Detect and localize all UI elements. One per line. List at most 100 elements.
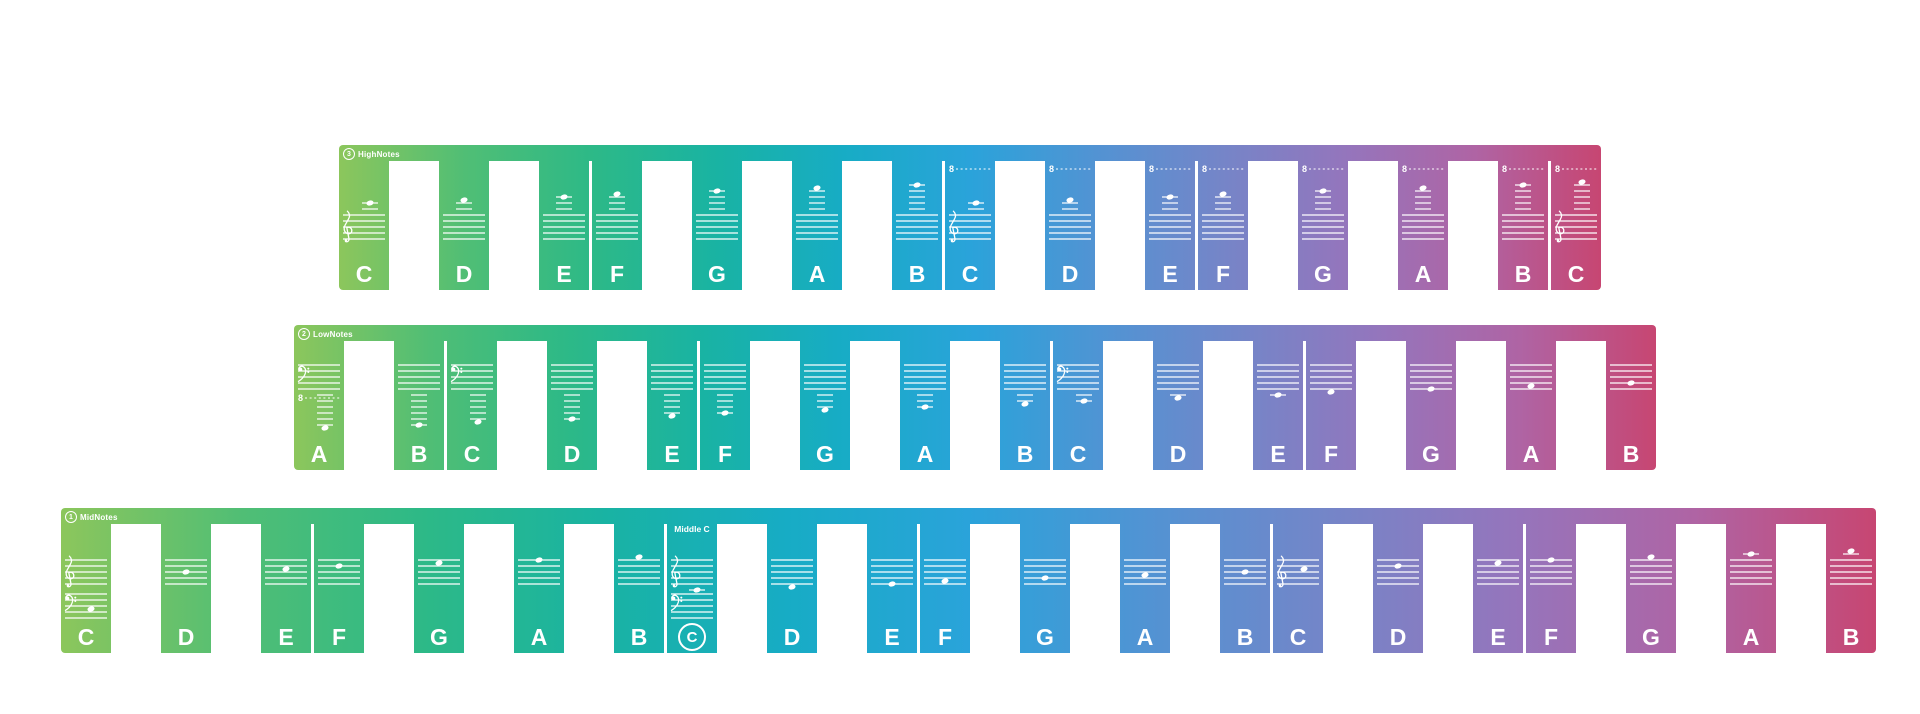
note-head (182, 569, 190, 575)
badge-label: HighNotes (358, 149, 400, 159)
key-sticker-D: D (547, 341, 597, 470)
black-key-gap (589, 161, 592, 290)
key-sticker-F: F (592, 161, 642, 290)
note-head (1578, 179, 1586, 185)
note-head (1219, 191, 1227, 197)
staff-notation-icon (651, 364, 693, 419)
ottava-8vb-mark: 8 (298, 393, 303, 403)
note-head (1394, 563, 1402, 569)
key-sticker-F: F (1306, 341, 1356, 470)
treble-clef-icon (1555, 210, 1565, 243)
staff-notation-icon (1257, 364, 1299, 398)
note-letter: C (463, 441, 481, 467)
staff-notation-icon (1730, 551, 1772, 585)
note-head (1080, 398, 1088, 404)
note-head (1494, 560, 1502, 566)
note-head (1319, 188, 1327, 194)
note-letter: B (1016, 441, 1034, 467)
note-head (721, 410, 729, 416)
ottava-8va-mark: 8 (1202, 164, 1207, 174)
staff-notation-icon (871, 559, 913, 587)
black-key-gap (742, 161, 792, 290)
note-head (1066, 197, 1074, 203)
staff-notation-icon (1530, 557, 1572, 585)
note-head (282, 566, 290, 572)
staff-notation-icon: 8 (297, 364, 340, 431)
black-key-gap (344, 341, 394, 470)
staff-notation-icon (1004, 364, 1046, 407)
treble-clef-icon (65, 555, 75, 588)
key-sticker-C: C (1053, 341, 1103, 470)
staff-notation-icon: 8 (1202, 164, 1244, 240)
note-letter: F (717, 441, 733, 467)
note-letter: B (1622, 441, 1640, 467)
black-key-gap (597, 341, 647, 470)
note-head (1519, 182, 1527, 188)
note-head (668, 413, 676, 419)
note-letter: G (1642, 624, 1660, 650)
note-head (1747, 551, 1755, 557)
middle-c-label: Middle C (674, 524, 710, 534)
key-sticker-B: B (1000, 341, 1050, 470)
note-head (788, 584, 796, 590)
note-letter: C (1289, 624, 1307, 650)
treble-clef-icon (671, 555, 681, 588)
black-key-gap (942, 161, 945, 290)
staff-notation-icon (804, 364, 846, 413)
note-letter: C (355, 261, 373, 287)
ottava-8va-mark: 8 (1149, 164, 1154, 174)
black-key-gap (1050, 341, 1053, 470)
staff-notation-icon (1224, 559, 1266, 585)
black-key-gap (995, 161, 1045, 290)
black-key-gap (950, 341, 1000, 470)
note-letter: D (563, 441, 581, 467)
note-head (1021, 401, 1029, 407)
ottava-8va-mark: 8 (1502, 164, 1507, 174)
staff-notation-icon (318, 559, 360, 585)
staff-notation-icon: 8 (1302, 164, 1344, 240)
staff-notation-icon (896, 182, 938, 240)
black-key-gap (1523, 524, 1526, 653)
note-head (1141, 572, 1149, 578)
note-head (1647, 554, 1655, 560)
key-sticker-F: F (314, 524, 364, 653)
staff-notation-icon (1830, 548, 1872, 585)
key-sticker-D: D (1153, 341, 1203, 470)
note-head (972, 200, 980, 206)
key-sticker-B: B (394, 341, 444, 470)
note-head (813, 185, 821, 191)
staff-notation-icon (1056, 364, 1099, 404)
black-key-gap (917, 524, 920, 653)
key-sticker-D: D (439, 161, 489, 290)
badge-label: MidNotes (80, 512, 118, 522)
note-head (913, 182, 921, 188)
key-sticker-G: G (800, 341, 850, 470)
key-sticker-A: A (900, 341, 950, 470)
note-head (693, 587, 701, 593)
treble-clef-icon (949, 210, 959, 243)
note-head (335, 563, 343, 569)
note-head (635, 554, 643, 560)
note-head (821, 407, 829, 413)
key-sticker-A: A (1726, 524, 1776, 653)
badge-label: LowNotes (313, 329, 353, 339)
note-head (415, 422, 423, 428)
note-letter: B (410, 441, 428, 467)
note-letter: G (430, 624, 448, 650)
black-key-gap (1303, 341, 1306, 470)
key-sticker-A: A (792, 161, 842, 290)
ottava-8va-mark: 8 (1555, 164, 1560, 174)
key-sticker-G: G (1626, 524, 1676, 653)
key-sticker-F: F (700, 341, 750, 470)
note-letter: C (961, 261, 979, 287)
